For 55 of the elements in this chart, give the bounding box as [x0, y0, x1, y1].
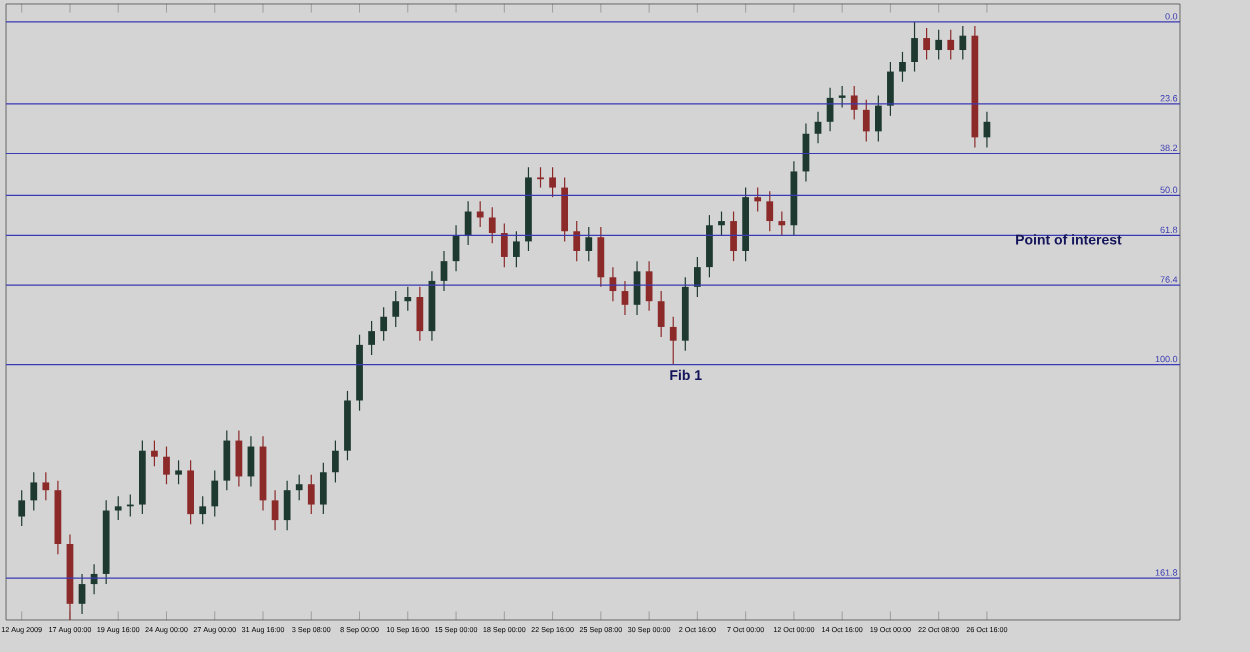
candlestick	[223, 429, 231, 491]
candlestick	[537, 166, 544, 189]
candlestick	[669, 316, 677, 366]
candlestick	[657, 290, 665, 338]
candlestick	[947, 29, 955, 61]
candlestick	[392, 290, 400, 328]
candlestick	[838, 85, 846, 109]
candlestick	[778, 210, 786, 237]
candlestick	[693, 256, 701, 298]
candlestick	[706, 214, 713, 278]
candlestick	[730, 210, 737, 262]
candlestick	[175, 459, 182, 485]
candlestick	[211, 469, 219, 518]
candlestick	[42, 471, 50, 501]
candlestick	[78, 573, 86, 615]
candlestick	[621, 280, 629, 316]
candlestick	[199, 495, 207, 525]
candlestick	[573, 220, 581, 262]
candlestick	[114, 495, 122, 521]
candlestick	[488, 206, 496, 244]
candlestick	[923, 27, 930, 61]
candlestick	[718, 210, 725, 237]
candlestick	[271, 489, 279, 531]
candlestick	[766, 190, 774, 232]
candlestick	[404, 286, 412, 312]
candlestick	[187, 459, 194, 525]
candlestick	[30, 471, 38, 512]
candlestick	[380, 306, 388, 342]
candlestick	[899, 51, 906, 83]
candlestick	[295, 474, 303, 501]
candlestick	[754, 186, 762, 213]
candlestick	[416, 286, 424, 342]
candlestick	[332, 439, 339, 484]
candlestick	[307, 474, 315, 515]
candlestick	[911, 21, 918, 73]
candlestick	[368, 320, 375, 356]
candlestick	[959, 25, 967, 61]
candlestick	[862, 99, 870, 143]
candlestick	[18, 489, 26, 527]
candlestick	[151, 439, 158, 467]
candlestick	[513, 230, 520, 268]
candlestick	[935, 29, 943, 61]
candlestick	[500, 222, 508, 268]
candlestick	[887, 61, 894, 117]
candlestick	[561, 176, 569, 243]
candlestick	[464, 200, 472, 246]
candlestick	[585, 226, 593, 262]
candlestick	[597, 226, 605, 288]
candlestick	[549, 166, 556, 198]
candlestick	[283, 480, 291, 531]
candlestick	[440, 250, 448, 292]
candlestick	[319, 462, 327, 515]
candlestick	[874, 94, 882, 143]
candlestick	[163, 445, 170, 485]
candlestick	[850, 85, 858, 121]
